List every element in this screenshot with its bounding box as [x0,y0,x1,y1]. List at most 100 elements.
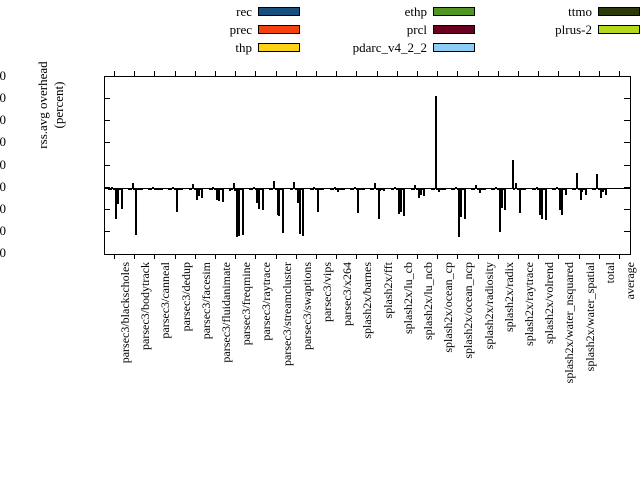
bar [230,187,233,190]
x-category-label: parsec3/blackscholes [118,262,133,364]
bar [129,187,132,190]
bar [434,95,437,188]
bar [295,187,297,191]
legend-label-thp: thp [235,40,252,55]
bar [155,187,158,190]
bar [199,187,202,190]
x-tick-mark [194,71,196,76]
legend-entry-prec[interactable]: prec [150,22,300,38]
bar [194,187,197,190]
bar [111,186,114,189]
bar [392,187,395,190]
bar [474,185,477,188]
legend-entry-ttmo[interactable]: ttmo [490,4,640,20]
bar [544,187,547,220]
bar [370,187,373,190]
x-tick-mark [416,71,418,76]
bar [575,173,578,188]
x-tick-mark [336,254,338,259]
legend-entry-ethp[interactable]: ethp [300,4,475,20]
bar [572,187,575,190]
bar [113,187,116,190]
bar [372,187,375,190]
bar [533,187,536,190]
x-category-label: splash2x/lu_cb [400,262,415,334]
bar [219,187,222,190]
bar [597,187,600,190]
x-tick-mark [618,254,620,259]
bar [480,187,483,190]
y-tick-mark [624,164,630,166]
bar [282,187,285,233]
bar [337,187,340,193]
bar [181,187,184,190]
bar [579,187,582,200]
y-tick-mark [624,230,630,232]
legend-column-2: ttmo plrus-2 [490,2,640,56]
legend-swatch-prec [258,25,300,34]
bar [513,187,516,190]
bar [357,187,360,214]
bar [159,187,162,190]
bar [173,187,176,190]
y-tick-mark [104,230,110,232]
bar [517,187,520,190]
bar [412,187,415,190]
bar [261,187,264,210]
x-tick-mark [154,71,156,76]
y-tick-mark [104,208,110,210]
bar [500,187,503,208]
legend-entry-prcl[interactable]: prcl [300,22,475,38]
bar [414,185,417,188]
bar [542,187,545,190]
x-tick-mark [295,254,297,259]
bar [120,187,123,209]
bar [335,187,338,190]
legend-swatch-plrus-2 [598,25,640,34]
legend-entry-thp[interactable]: thp [150,40,300,56]
bar [234,187,237,191]
bar [419,187,422,196]
bar [603,187,606,190]
bar [491,187,494,190]
legend-swatch-ethp [433,7,475,16]
bar [482,187,485,190]
chart-legend: rec prec thp ethp prcl pdarc_v4_2_2 ttmo plrus-… [150,2,640,56]
bar [280,187,283,190]
legend-swatch-pdarc_v4_2_2 [433,43,475,52]
bar [271,187,274,190]
x-tick-mark [477,254,479,259]
legend-entry-rec[interactable]: rec [150,4,300,20]
x-category-label: splash2x/lu_ncb [420,262,435,340]
bar [214,187,217,190]
x-category-label: splash2x/volrend [542,262,557,344]
y-tick-mark [104,186,110,188]
bar [138,187,141,190]
bar [333,186,336,189]
bar [553,187,556,190]
bar [350,187,353,190]
bar [515,183,518,188]
bar [518,187,521,214]
legend-entry-plrus-2[interactable]: plrus-2 [490,22,640,38]
bar [133,187,136,190]
bar [535,186,538,189]
bar [322,187,325,190]
bar [339,187,342,190]
y-tick-label: 40 [0,134,6,150]
x-tick-mark [316,71,318,76]
x-category-label: splash2x/radix [501,262,516,332]
legend-column-0: rec prec thp [150,2,300,56]
bar [439,187,442,190]
bar [436,187,439,190]
legend-swatch-prcl [433,25,475,34]
x-category-label: parsec3/x264 [340,262,355,326]
x-tick-mark [497,254,499,259]
bar [216,187,219,200]
legend-entry-pdarc_v4_2_2[interactable]: pdarc_v4_2_2 [300,40,475,56]
bar [416,187,419,190]
bar [539,187,542,216]
legend-label-plrus-2: plrus-2 [555,22,592,37]
bar [403,187,406,217]
bar [236,187,239,238]
